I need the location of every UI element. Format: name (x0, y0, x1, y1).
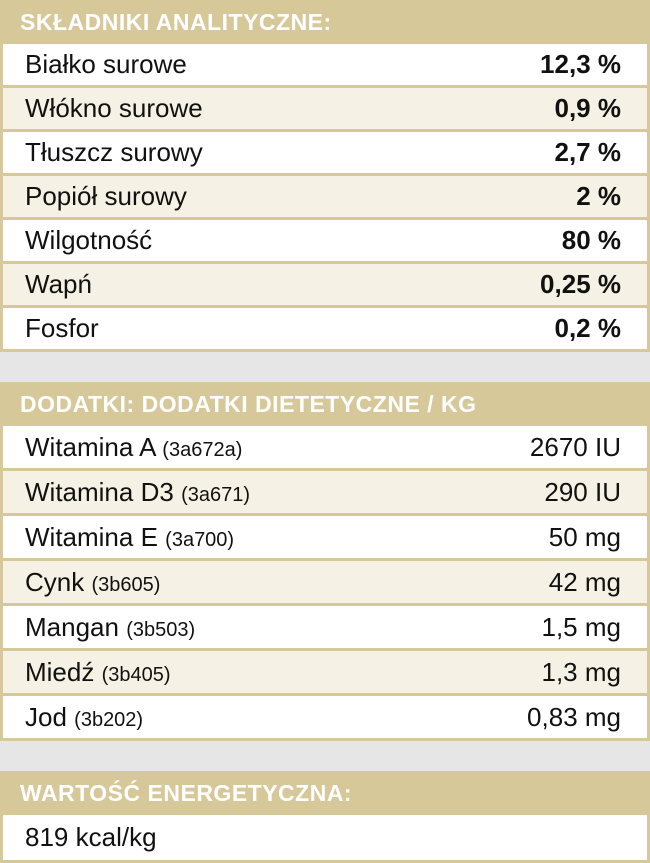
additive-code: (3b405) (101, 663, 171, 686)
nutrient-name: Tłuszcz surowy (25, 137, 203, 167)
additives-section: DODATKI: DODATKI DIETETYCZNE / KG Witami… (0, 382, 650, 741)
additive-code: (3b503) (126, 618, 196, 641)
nutrient-value: 0,9 % (554, 93, 622, 123)
additive-name: Mangan (25, 611, 119, 642)
additive-value: 2670 IU (529, 431, 621, 462)
nutrient-name: Fosfor (25, 313, 99, 343)
additive-name: Witamina A (25, 431, 156, 462)
table-row: Wilgotność 80 % (0, 220, 650, 264)
additive-value: 50 mg (548, 521, 621, 552)
energy-section: WARTOŚĆ ENERGETYCZNA: 819 kcal/kg (0, 771, 650, 863)
nutrient-name: Włókno surowe (25, 93, 203, 123)
table-row: Witamina E (3a700) 50 mg (0, 516, 650, 561)
nutrient-value: 12,3 % (540, 49, 621, 79)
nutrient-name: Wilgotność (25, 225, 153, 255)
analytical-header: SKŁADNIKI ANALITYCZNE: (0, 0, 650, 44)
table-row: Jod (3b202) 0,83 mg (0, 696, 650, 741)
additive-code: (3a671) (181, 483, 250, 506)
additive-code: (3a672a) (162, 438, 243, 461)
nutrient-value: 2,7 % (554, 137, 622, 167)
table-row: Cynk (3b605) 42 mg (0, 561, 650, 606)
additive-name: Jod (25, 701, 67, 732)
additive-value: 290 IU (544, 476, 621, 507)
section-divider (0, 741, 650, 771)
additive-code: (3b605) (91, 573, 161, 596)
additive-value: 1,5 mg (541, 611, 622, 642)
nutrient-name: Popiół surowy (25, 181, 187, 211)
table-row: Witamina D3 (3a671) 290 IU (0, 471, 650, 516)
analytical-section: SKŁADNIKI ANALITYCZNE: Białko surowe 12,… (0, 0, 650, 352)
additive-name: Cynk (25, 566, 85, 597)
table-row: Mangan (3b503) 1,5 mg (0, 606, 650, 651)
nutrient-value: 0,25 % (540, 269, 621, 299)
nutrient-value: 80 % (561, 225, 621, 255)
energy-value: 819 kcal/kg (25, 822, 157, 852)
table-row: Włókno surowe 0,9 % (0, 88, 650, 132)
table-row: Wapń 0,25 % (0, 264, 650, 308)
table-row: Białko surowe 12,3 % (0, 44, 650, 88)
nutrient-value: 2 % (576, 181, 621, 211)
table-row: Tłuszcz surowy 2,7 % (0, 132, 650, 176)
section-divider (0, 352, 650, 382)
additive-name: Witamina D3 (25, 476, 174, 507)
table-row: Miedź (3b405) 1,3 mg (0, 651, 650, 696)
nutrient-name: Wapń (25, 269, 92, 299)
additive-name: Witamina E (25, 521, 158, 552)
additives-header: DODATKI: DODATKI DIETETYCZNE / KG (0, 382, 650, 426)
energy-row: 819 kcal/kg (0, 815, 650, 863)
additive-name: Miedź (25, 656, 95, 687)
table-row: Popiół surowy 2 % (0, 176, 650, 220)
additive-code: (3b202) (74, 708, 144, 731)
additive-value: 42 mg (548, 566, 621, 597)
nutrient-name: Białko surowe (25, 49, 187, 79)
additive-code: (3a700) (165, 528, 235, 551)
additive-value: 1,3 mg (541, 656, 622, 687)
additive-value: 0,83 mg (527, 701, 621, 732)
table-row: Fosfor 0,2 % (0, 308, 650, 352)
table-row: Witamina A (3a672a) 2670 IU (0, 426, 650, 471)
energy-header: WARTOŚĆ ENERGETYCZNA: (0, 771, 650, 815)
nutrient-value: 0,2 % (554, 313, 622, 343)
